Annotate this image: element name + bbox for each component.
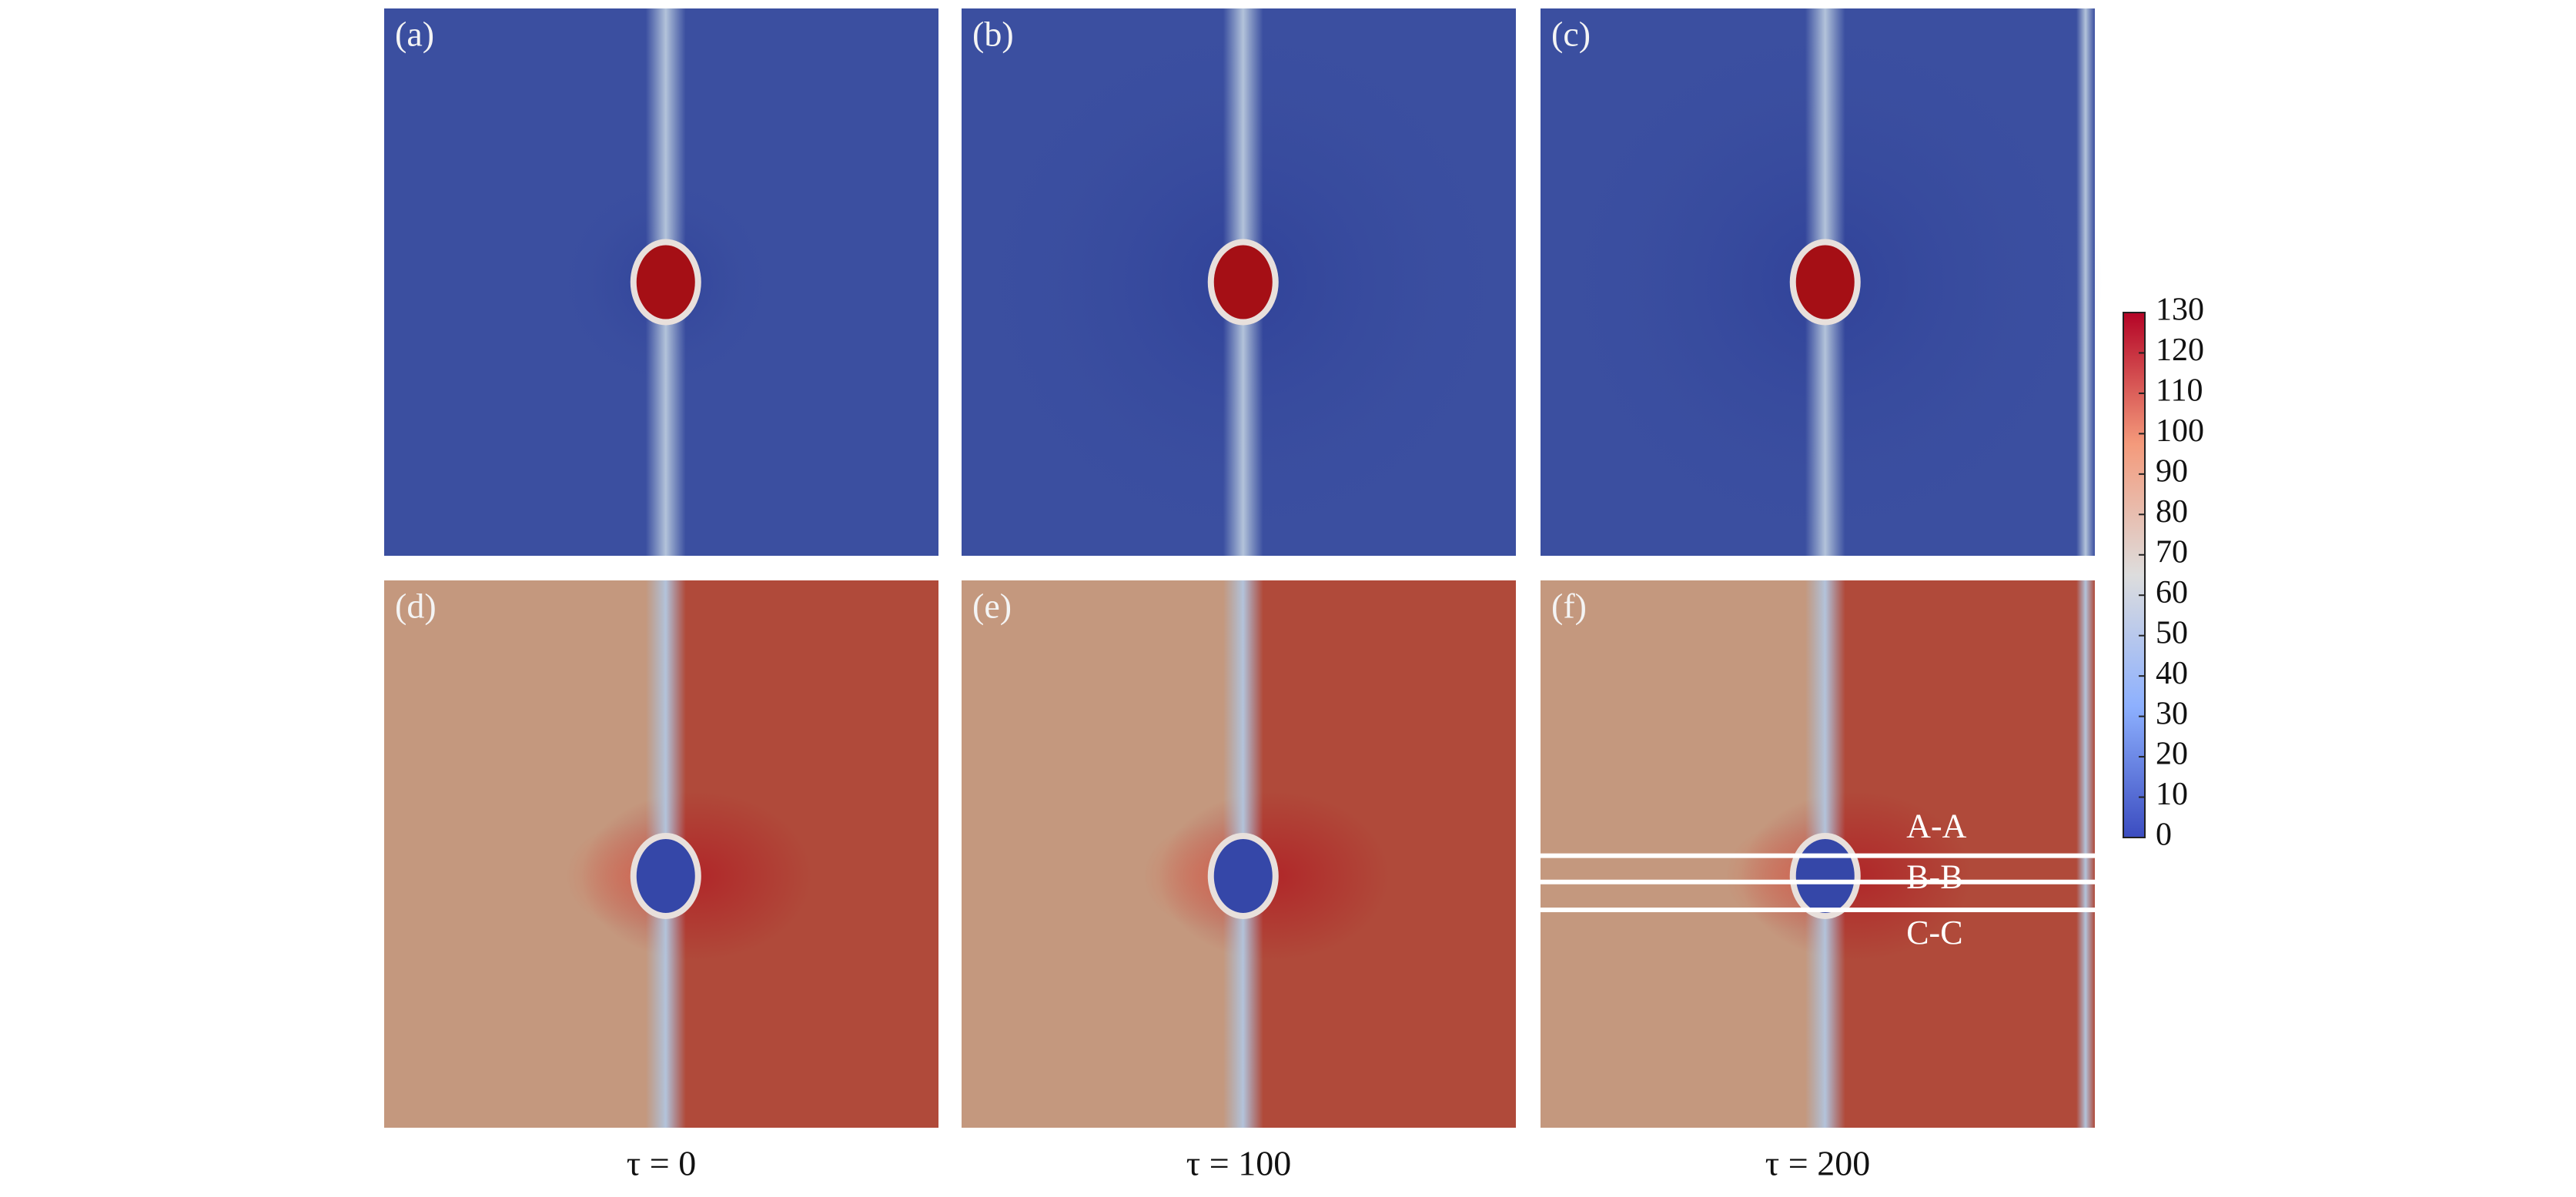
time-label: τ = 0 <box>627 1144 696 1183</box>
panel-label: (e) <box>972 587 1012 626</box>
particle <box>1213 245 1273 319</box>
colorbar-tick-label: 10 <box>2156 777 2188 812</box>
particle <box>1213 838 1273 913</box>
particle <box>636 838 695 913</box>
section-label: B-B <box>1906 858 1962 896</box>
colorbar-tick-label: 120 <box>2156 333 2204 368</box>
colorbar-tick-label: 30 <box>2156 696 2188 731</box>
colorbar-tick-label: 130 <box>2156 293 2204 328</box>
panel: (b) <box>962 8 1521 556</box>
panel-label: (a) <box>395 15 434 54</box>
panel-label: (d) <box>395 587 437 626</box>
colorbar-tick-label: 70 <box>2156 534 2188 570</box>
panel-label: (b) <box>972 15 1014 54</box>
time-label: τ = 100 <box>1186 1144 1291 1183</box>
section-label: A-A <box>1906 807 1966 845</box>
colorbar-tick-label: 20 <box>2156 737 2188 772</box>
particle <box>636 245 695 319</box>
section-label: C-C <box>1906 914 1962 951</box>
colorbar-tick-label: 90 <box>2156 453 2188 489</box>
colorbar-tick-label: 50 <box>2156 615 2188 650</box>
colorbar-tick-label: 60 <box>2156 575 2188 610</box>
panel: (c) <box>1541 8 2103 556</box>
colorbar-tick-label: 40 <box>2156 656 2188 691</box>
panel-label: (c) <box>1551 15 1591 54</box>
colorbar-tick-label: 100 <box>2156 413 2204 449</box>
edge-boundary <box>2076 8 2095 556</box>
panel: (e) <box>962 580 1516 1128</box>
particle <box>1795 245 1855 319</box>
colorbar <box>2123 312 2146 838</box>
panel: (d) <box>384 580 938 1128</box>
colorbar-tick-label: 0 <box>2156 818 2172 853</box>
panel-label: (f) <box>1551 587 1587 626</box>
panel: (a) <box>384 8 938 556</box>
particle <box>1795 838 1855 913</box>
panel: (f) A-A B-B C-C <box>1541 580 2095 1128</box>
colorbar-tick-label: 110 <box>2156 373 2203 409</box>
time-label: τ = 200 <box>1765 1144 1870 1183</box>
colorbar-tick-label: 80 <box>2156 494 2188 530</box>
